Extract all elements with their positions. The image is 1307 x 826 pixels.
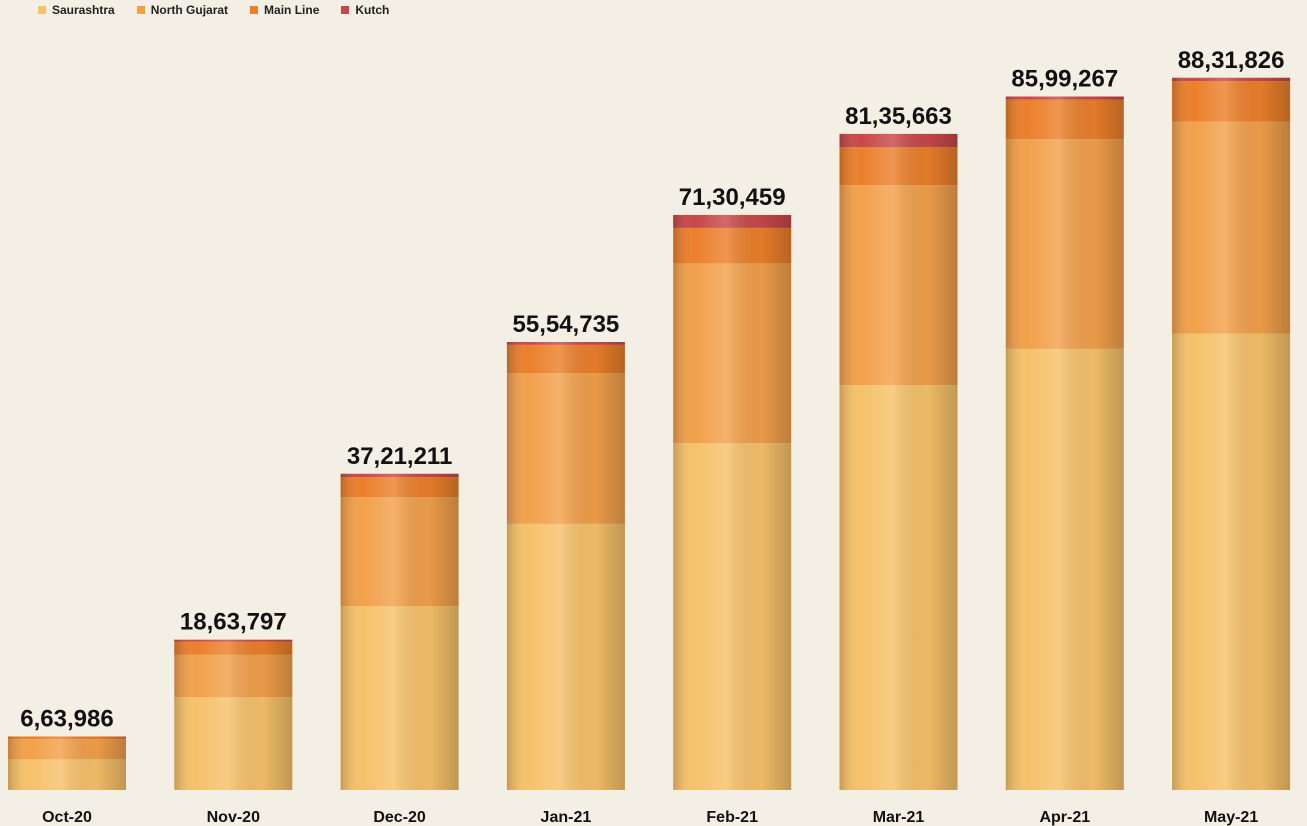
bar-segment-shading-kutch-mar-21 (839, 133, 958, 148)
legend-label-saurashtra: Saurashtra (52, 3, 115, 17)
x-axis-label-mar-21: Mar-21 (873, 809, 925, 826)
total-label-jan-21: 55,54,735 (513, 311, 620, 338)
bar-segment-shading-main-line-feb-21 (673, 227, 792, 264)
bar-segment-shading-saurashtra-dec-20 (340, 606, 459, 790)
bar-segment-shading-main-line-mar-21 (839, 147, 958, 186)
bar-segment-shading-main-line-nov-20 (174, 641, 293, 655)
x-axis-label-dec-20: Dec-20 (373, 809, 426, 826)
bar-segment-shading-main-line-dec-20 (340, 477, 459, 498)
total-label-nov-20: 18,63,797 (180, 609, 287, 636)
bar-segment-shading-north-gujarat-apr-21 (1005, 139, 1124, 349)
legend-label-main-line: Main Line (264, 3, 320, 17)
x-axis-label-jan-21: Jan-21 (541, 809, 592, 826)
x-axis-label-may-21: May-21 (1204, 809, 1258, 826)
bar-segment-shading-kutch-apr-21 (1005, 96, 1124, 100)
legend-item-saurashtra: Saurashtra (38, 3, 115, 17)
bar-segment-shading-north-gujarat-jan-21 (506, 373, 625, 524)
legend-swatch-saurashtra (38, 6, 46, 14)
bar-segment-shading-main-line-oct-20 (8, 736, 126, 740)
bar-segment-shading-north-gujarat-mar-21 (839, 185, 958, 386)
bar-segment-shading-north-gujarat-may-21 (1172, 121, 1291, 334)
bar-segment-shading-north-gujarat-dec-20 (340, 497, 459, 607)
label-group: 6,63,986 Oct-20 18,63,797 Nov-20 37,21,211 De… (20, 47, 1284, 826)
bar-group (8, 77, 1291, 790)
bar-segment-shading-north-gujarat-oct-20 (8, 739, 126, 760)
bar-segment-shading-main-line-apr-21 (1005, 99, 1124, 140)
total-label-apr-21: 85,99,267 (1011, 66, 1118, 93)
x-axis-label-oct-20: Oct-20 (42, 809, 92, 826)
x-axis-label-nov-20: Nov-20 (207, 809, 260, 826)
chart-legend: Saurashtra North Gujarat Main Line Kutch (38, 3, 389, 17)
bar-segment-shading-kutch-feb-21 (673, 214, 792, 228)
bar-segment-shading-north-gujarat-nov-20 (174, 654, 293, 698)
legend-item-kutch: Kutch (341, 3, 389, 17)
x-axis-label-feb-21: Feb-21 (706, 809, 758, 826)
bar-segment-shading-saurashtra-jan-21 (506, 523, 625, 790)
bar-segment-shading-kutch-jan-21 (506, 342, 625, 345)
total-label-oct-20: 6,63,986 (20, 705, 113, 732)
bar-segment-shading-saurashtra-apr-21 (1005, 348, 1124, 790)
total-label-dec-20: 37,21,211 (347, 443, 452, 470)
bar-segment-shading-saurashtra-feb-21 (673, 443, 792, 790)
legend-swatch-kutch (341, 6, 350, 14)
bar-segment-shading-kutch-dec-20 (340, 473, 459, 478)
bar-segment-shading-kutch-may-21 (1172, 77, 1291, 82)
total-label-mar-21: 81,35,663 (845, 103, 952, 130)
legend-item-main-line: Main Line (250, 3, 319, 17)
bar-segment-shading-saurashtra-mar-21 (839, 385, 958, 790)
x-axis-label-apr-21: Apr-21 (1039, 809, 1090, 826)
total-label-may-21: 88,31,826 (1178, 47, 1285, 74)
bar-segment-shading-kutch-nov-20 (174, 639, 293, 642)
bar-segment-shading-saurashtra-nov-20 (174, 697, 293, 790)
bar-segment-shading-north-gujarat-feb-21 (673, 263, 792, 444)
legend-label-north-gujarat: North Gujarat (150, 3, 229, 17)
legend-label-kutch: Kutch (355, 3, 390, 17)
total-label-feb-21: 71,30,459 (679, 184, 786, 211)
bar-segment-shading-main-line-may-21 (1172, 81, 1291, 122)
legend-swatch-north-gujarat (136, 6, 145, 14)
legend-swatch-main-line (250, 6, 259, 14)
legend-item-north-gujarat: North Gujarat (136, 3, 229, 17)
bar-segment-shading-saurashtra-oct-20 (8, 759, 126, 790)
bar-segment-shading-main-line-jan-21 (506, 344, 625, 374)
bar-segment-shading-saurashtra-may-21 (1172, 333, 1291, 790)
